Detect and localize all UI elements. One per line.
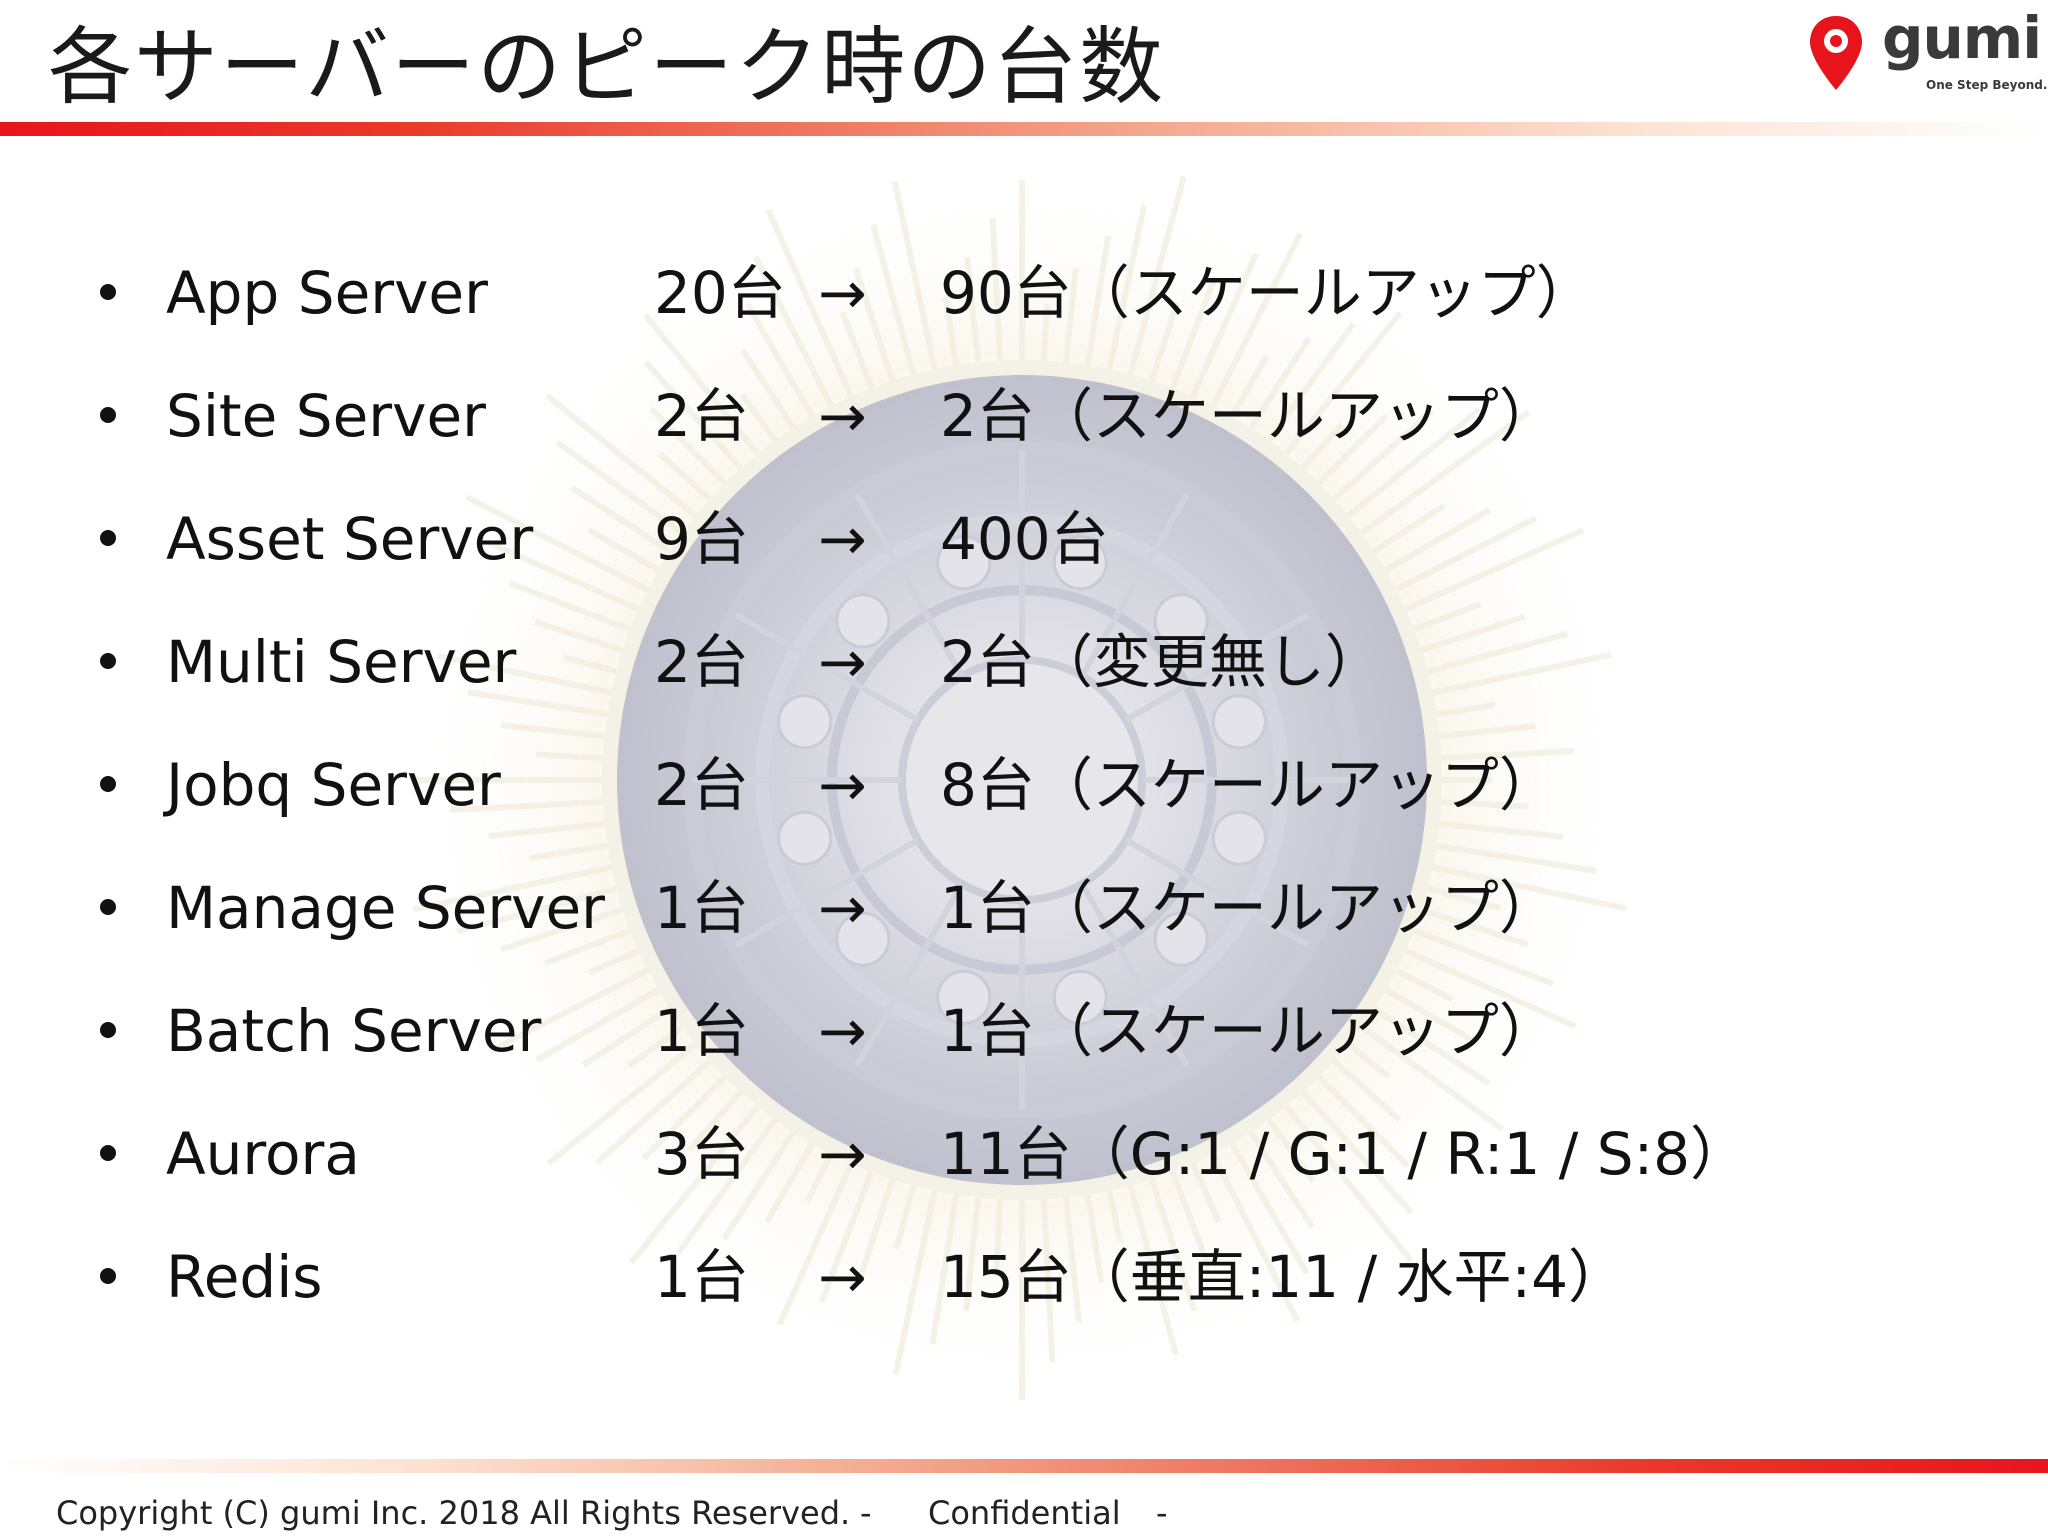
- count-before: 1台: [654, 1243, 749, 1311]
- server-name: Manage Server: [166, 874, 606, 942]
- arrow-right-icon: →: [818, 751, 867, 819]
- logo-wordmark: gumi: [1882, 4, 2042, 72]
- count-before: 3台: [654, 1120, 749, 1188]
- count-after: 90台（スケールアップ）: [940, 259, 1594, 327]
- server-name: App Server: [166, 259, 488, 327]
- logo-tagline: One Step Beyond.: [1926, 78, 2048, 92]
- server-name: Batch Server: [166, 997, 542, 1065]
- count-after: 1台（スケールアップ）: [940, 997, 1557, 1065]
- count-before: 9台: [654, 505, 749, 573]
- bullet-icon: [100, 899, 116, 915]
- server-name: Aurora: [166, 1120, 360, 1188]
- arrow-right-icon: →: [818, 382, 867, 450]
- count-after: 1台（スケールアップ）: [940, 874, 1557, 942]
- footer-divider: [0, 1459, 2048, 1473]
- count-after: 8台（スケールアップ）: [940, 751, 1557, 819]
- bullet-icon: [100, 1145, 116, 1161]
- count-after: 400台: [940, 505, 1109, 573]
- count-after: 2台（変更無し）: [940, 628, 1383, 696]
- bullet-icon: [100, 1268, 116, 1284]
- bullet-icon: [100, 776, 116, 792]
- page-title: 各サーバーのピーク時の台数: [48, 18, 1166, 116]
- count-after: 2台（スケールアップ）: [940, 382, 1557, 450]
- footer-dash-right: -: [1156, 1494, 1168, 1532]
- bullet-icon: [100, 1022, 116, 1038]
- server-name: Multi Server: [166, 628, 517, 696]
- count-before: 2台: [654, 628, 749, 696]
- copyright-text: Copyright (C) gumi Inc. 2018 All Rights …: [56, 1494, 851, 1532]
- server-name: Jobq Server: [166, 751, 501, 819]
- gumi-logo: gumi One Step Beyond.: [1808, 4, 2047, 100]
- arrow-right-icon: →: [818, 874, 867, 942]
- server-name: Redis: [166, 1243, 323, 1311]
- count-after: 11台（G:1 / G:1 / R:1 / S:8）: [940, 1120, 1749, 1188]
- bullet-icon: [100, 653, 116, 669]
- arrow-right-icon: →: [818, 997, 867, 1065]
- footer-dash-left: -: [860, 1494, 872, 1532]
- count-after: 15台（垂直:11 / 水平:4）: [940, 1243, 1627, 1311]
- count-before: 2台: [654, 382, 749, 450]
- bullet-icon: [100, 530, 116, 546]
- count-before: 20台: [654, 259, 786, 327]
- confidential-label: Confidential: [928, 1494, 1121, 1532]
- arrow-right-icon: →: [818, 1120, 867, 1188]
- bullet-icon: [100, 284, 116, 300]
- bullet-icon: [100, 407, 116, 423]
- title-divider: [0, 122, 2048, 136]
- server-name: Asset Server: [166, 505, 534, 573]
- arrow-right-icon: →: [818, 1243, 867, 1311]
- server-name: Site Server: [166, 382, 486, 450]
- count-before: 1台: [654, 997, 749, 1065]
- arrow-right-icon: →: [818, 259, 867, 327]
- count-before: 2台: [654, 751, 749, 819]
- arrow-right-icon: →: [818, 628, 867, 696]
- count-before: 1台: [654, 874, 749, 942]
- location-pin-icon: [1810, 16, 1862, 90]
- arrow-right-icon: →: [818, 505, 867, 573]
